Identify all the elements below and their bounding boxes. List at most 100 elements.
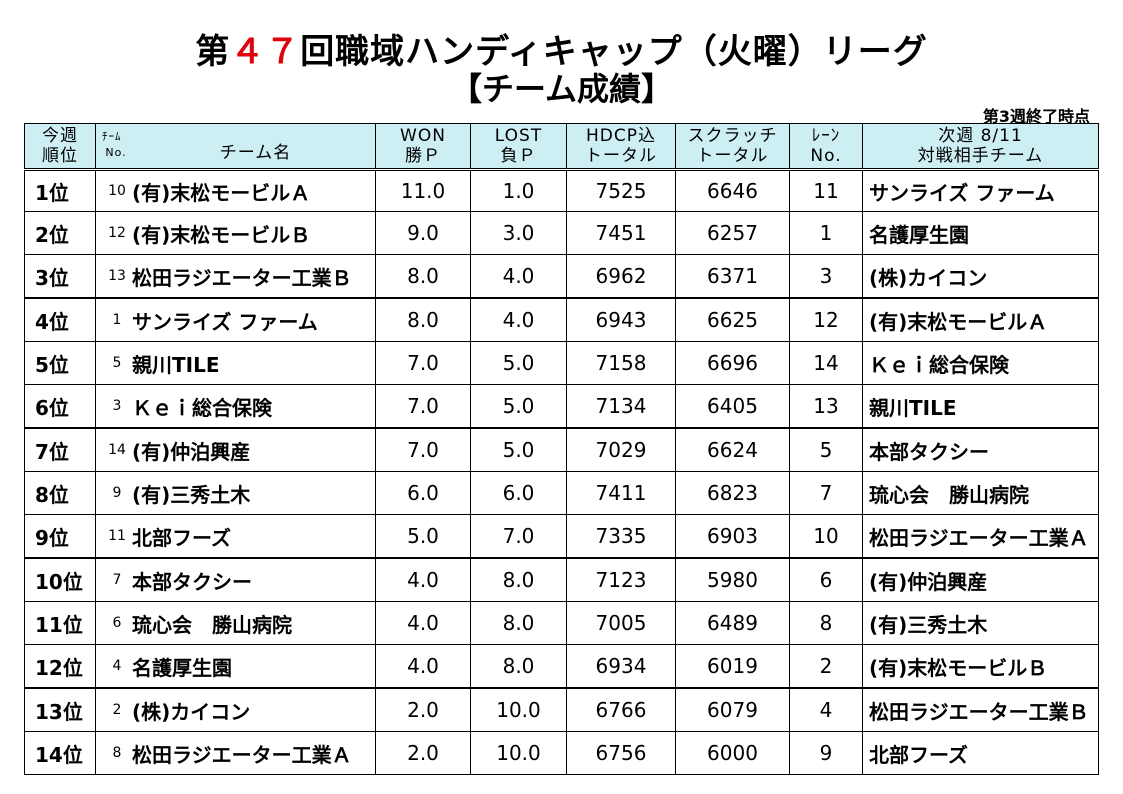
won-points-cell: 9.0 [375,211,471,255]
next-opponent-cell: (株)カイコン [862,254,1099,299]
next-opponent-cell: 北部フーズ [862,731,1099,775]
rank-cell: 4位 [24,297,96,342]
next-opponent-cell: サンライズ ファーム [862,168,1099,212]
team-name: (有)末松モービルＡ [132,180,311,205]
team-number: 1 [112,312,122,328]
won-points-cell: 4.0 [375,601,471,645]
lane-number-cell: 6 [789,557,863,602]
lost-points-cell: 10.0 [470,687,567,732]
lost-points-cell: 8.0 [470,601,567,645]
page-title: 第４７回職域ハンディキャップ（火曜）リーグ [0,24,1123,73]
hdcp-total-cell: 7525 [566,168,676,212]
next-opponent-cell: 名護厚生園 [862,211,1099,255]
next-opponent-cell: 松田ラジエーター工業Ｂ [862,687,1099,732]
hdcp-total-cell: 6766 [566,687,676,732]
won-points-cell: 2.0 [375,731,471,775]
rank-cell: 13位 [24,687,96,732]
col-team-no-label-1: ﾁｰﾑ [102,129,122,143]
team-number: 6 [112,615,122,631]
lane-number-cell: 7 [789,471,863,515]
lane-number-cell: 4 [789,687,863,732]
hdcp-total-cell: 7451 [566,211,676,255]
hdcp-total-cell: 7158 [566,341,676,385]
lost-points-cell: 8.0 [470,557,567,602]
hdcp-total-cell: 7134 [566,384,676,429]
team-number: 3 [112,398,122,414]
team-name: 琉心会 勝山病院 [132,612,292,637]
lane-number-cell: 9 [789,731,863,775]
table-row: 8位 9 (有)三秀土木 6.0 6.0 7411 6823 7 琉心会 勝山病院 [24,471,1099,515]
team-name: 親川TILE [132,352,220,377]
next-opponent-cell: (有)三秀土木 [862,601,1099,645]
lost-points-cell: 6.0 [470,471,567,515]
scratch-total-cell: 6000 [675,731,790,775]
team-name: (有)末松モービルＢ [132,222,311,247]
table-row: 1位 10 (有)末松モービルＡ 11.0 1.0 7525 6646 11 サン… [24,168,1099,212]
table-row: 3位 13 松田ラジエーター工業Ｂ 8.0 4.0 6962 6371 3 (株)… [24,254,1099,299]
rank-cell: 9位 [24,514,96,559]
scratch-total-cell: 5980 [675,557,790,602]
scratch-total-cell: 6696 [675,341,790,385]
col-next-opponent-header: 次週 8/11 対戦相手チーム [862,123,1099,170]
hdcp-total-cell: 7123 [566,557,676,602]
next-opponent-cell: 松田ラジエーター工業Ａ [862,514,1099,559]
table-row: 5位 5 親川TILE 7.0 5.0 7158 6696 14 Ｋｅｉ総合保険 [24,341,1099,385]
team-cell: 13 松田ラジエーター工業Ｂ [95,254,376,299]
rank-cell: 7位 [24,427,96,472]
team-cell: 6 琉心会 勝山病院 [95,601,376,645]
scratch-total-cell: 6624 [675,427,790,472]
lost-points-cell: 10.0 [470,731,567,775]
won-points-cell: 7.0 [375,384,471,429]
lane-number-cell: 11 [789,168,863,212]
hdcp-total-cell: 6962 [566,254,676,299]
col-rank-header: 今週 順位 [24,123,96,170]
rank-cell: 14位 [24,731,96,775]
col-scratch-header: スクラッチ トータル [675,123,790,170]
scratch-total-cell: 6257 [675,211,790,255]
team-cell: 5 親川TILE [95,341,376,385]
team-name: 本部タクシー [132,569,252,594]
table-row: 7位 14 (有)仲泊興産 7.0 5.0 7029 6624 5 本部タクシー [24,427,1099,472]
lost-points-cell: 4.0 [470,254,567,299]
won-points-cell: 11.0 [375,168,471,212]
lane-number-cell: 3 [789,254,863,299]
team-number: 4 [112,658,122,674]
table-row: 14位 8 松田ラジエーター工業Ａ 2.0 10.0 6756 6000 9 北部… [24,731,1099,775]
table-row: 9位 11 北部フーズ 5.0 7.0 7335 6903 10 松田ラジエーター… [24,514,1099,559]
team-number: 9 [112,485,122,501]
hdcp-total-cell: 7411 [566,471,676,515]
team-cell: 7 本部タクシー [95,557,376,602]
scratch-total-cell: 6371 [675,254,790,299]
team-name: (株)カイコン [132,699,251,724]
col-team-header: ﾁｰﾑ No. チーム名 [95,123,376,170]
scratch-total-cell: 6823 [675,471,790,515]
team-cell: 12 (有)末松モービルＢ [95,211,376,255]
team-name: 松田ラジエーター工業Ａ [132,742,352,767]
team-number: 2 [112,702,122,718]
team-number: 14 [108,442,126,458]
hdcp-total-cell: 7029 [566,427,676,472]
hdcp-total-cell: 6943 [566,297,676,342]
team-name: 北部フーズ [132,525,231,550]
team-cell: 10 (有)末松モービルＡ [95,168,376,212]
team-number: 7 [112,572,122,588]
table-row: 6位 3 Ｋｅｉ総合保険 7.0 5.0 7134 6405 13 親川TILE [24,384,1099,429]
hdcp-total-cell: 7335 [566,514,676,559]
lost-points-cell: 5.0 [470,427,567,472]
standings-table: 今週 順位 ﾁｰﾑ No. チーム名 WON 勝Ｐ LOST 負Ｐ HDCP込 トータル… [24,123,1099,775]
table-row: 12位 4 名護厚生園 4.0 8.0 6934 6019 2 (有)末松モービル… [24,644,1099,689]
rank-cell: 11位 [24,601,96,645]
col-team-no-label-2: No. [105,145,127,159]
title-league-number: ４７ [230,32,301,72]
col-lost-header: LOST 負Ｐ [470,123,567,170]
next-opponent-cell: 親川TILE [862,384,1099,429]
team-cell: 4 名護厚生園 [95,644,376,689]
lane-number-cell: 12 [789,297,863,342]
won-points-cell: 2.0 [375,687,471,732]
team-number: 13 [108,268,126,284]
team-cell: 3 Ｋｅｉ総合保険 [95,384,376,429]
team-cell: 8 松田ラジエーター工業Ａ [95,731,376,775]
team-name: 名護厚生園 [132,655,232,680]
team-number: 8 [112,745,122,761]
hdcp-total-cell: 7005 [566,601,676,645]
